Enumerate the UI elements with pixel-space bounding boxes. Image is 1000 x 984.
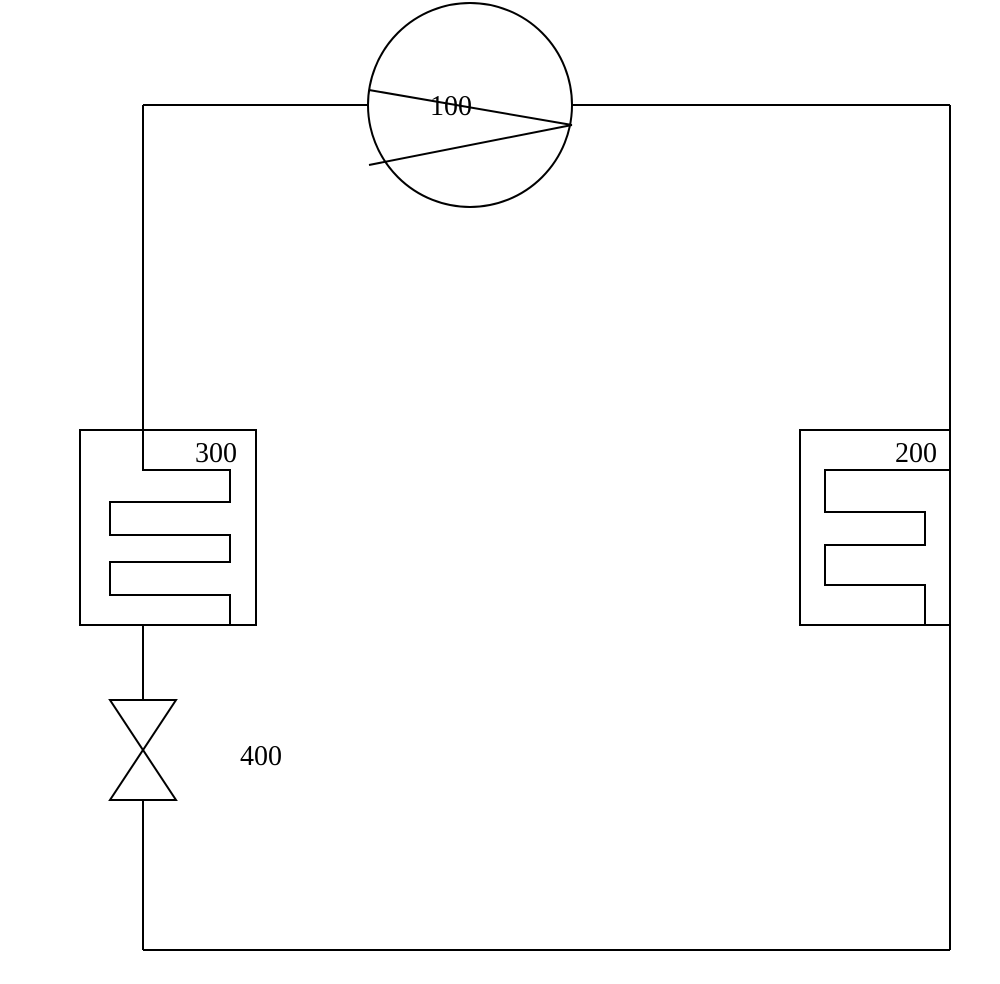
heat-exchanger-200: 200 <box>800 430 950 625</box>
compressor-100: 100 <box>368 3 572 207</box>
heat-exchanger-300: 300 <box>80 430 256 625</box>
compressor-label: 100 <box>430 91 472 122</box>
refrigeration-cycle-diagram: 100 200 300 400 <box>0 0 1000 984</box>
coil-300-label: 300 <box>195 438 237 469</box>
valve-400-label: 400 <box>240 741 282 772</box>
coil-200-label: 200 <box>895 438 937 469</box>
expansion-valve-400: 400 <box>110 700 282 800</box>
